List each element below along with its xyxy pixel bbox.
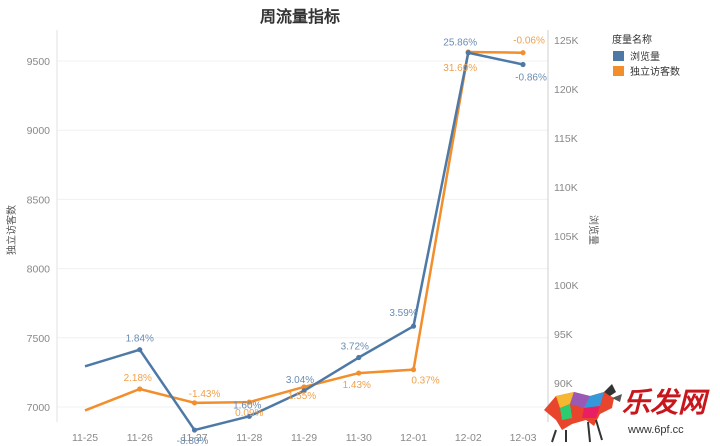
left-axis-ticks: 7000 7500 8000 8500 9000 9500 <box>27 56 51 414</box>
y-left-tick-label: 7500 <box>27 333 51 345</box>
x-tick-label: 11-30 <box>346 432 372 444</box>
watermark-url: www.6pf.cc <box>627 424 684 436</box>
y-left-tick-label: 8500 <box>27 194 51 206</box>
right-axis-title: 浏览量 <box>587 215 600 245</box>
legend-swatch-visitors <box>613 66 624 76</box>
data-point <box>301 388 307 394</box>
data-point <box>465 50 471 56</box>
data-label: 3.59% <box>389 308 417 319</box>
y-right-tick-label: 125K <box>554 35 579 47</box>
x-tick-label: 11-29 <box>291 432 317 444</box>
data-point <box>137 386 143 392</box>
chart-title: 周流量指标 <box>260 7 340 26</box>
data-point <box>191 400 198 406</box>
data-label: 3.72% <box>341 342 369 353</box>
data-point <box>410 367 417 373</box>
data-label: 1.55% <box>288 391 316 402</box>
gridlines <box>57 60 548 408</box>
data-point <box>301 384 307 390</box>
data-label: 1.84% <box>126 334 154 345</box>
watermark: 乐发网 www.6pf.cc <box>544 384 710 443</box>
data-label: -0.86% <box>515 73 547 84</box>
data-label: 2.18% <box>124 373 152 384</box>
data-point <box>520 61 526 68</box>
data-point <box>246 413 252 419</box>
x-tick-label: 11-26 <box>127 432 153 444</box>
y-left-tick-label: 8000 <box>27 264 51 276</box>
data-labels: 2.18% -1.43% 0.09% 1.55% 1.43% 0.37% 31.60% -0.… <box>124 36 547 446</box>
y-right-tick-label: 105K <box>554 231 579 243</box>
data-point <box>410 323 417 329</box>
x-tick-label: 12-01 <box>400 432 427 444</box>
x-tick-label: 11-28 <box>236 432 262 444</box>
data-point <box>356 354 362 361</box>
data-point <box>137 347 143 353</box>
data-label: -0.06% <box>513 36 545 47</box>
data-label: 3.04% <box>286 375 314 386</box>
data-point <box>246 399 252 405</box>
legend-swatch-pageviews <box>613 51 624 61</box>
legend-item-visitors: 独立访客数 <box>630 65 680 78</box>
data-label: 0.09% <box>235 408 263 419</box>
watermark-brand: 乐发网 <box>622 386 710 419</box>
bull-logo-icon <box>544 384 622 443</box>
data-point <box>191 427 198 433</box>
series-layer <box>84 49 526 433</box>
y-right-tick-label: 115K <box>554 133 578 145</box>
y-right-tick-label: 95K <box>554 329 573 341</box>
legend-item-pageviews: 浏览量 <box>630 50 660 63</box>
y-right-tick-label: 90K <box>554 378 573 390</box>
data-point <box>520 50 526 56</box>
right-axis-ticks: 90K 95K 100K 105K 110K 115K 120K 125K <box>554 35 579 390</box>
legend: 度量名称 浏览量 独立访客数 <box>612 33 680 78</box>
y-right-tick-label: 120K <box>554 84 579 96</box>
y-left-tick-label: 9500 <box>27 56 51 68</box>
left-axis-title: 独立访客数 <box>5 205 18 255</box>
data-label: -1.43% <box>189 389 221 400</box>
data-label: 1.43% <box>343 380 371 391</box>
data-label: 1.60% <box>233 400 261 411</box>
data-label: -8.80% <box>177 436 209 446</box>
data-label: 31.60% <box>443 63 477 74</box>
x-tick-label: 11-25 <box>72 432 98 444</box>
y-left-tick-label: 9000 <box>27 125 51 137</box>
y-right-tick-label: 100K <box>554 280 579 292</box>
x-tick-label: 12-02 <box>455 432 482 444</box>
legend-title: 度量名称 <box>612 33 652 46</box>
x-axis-ticks: 11-25 11-26 11-27 11-28 11-29 11-30 12-01 12-02… <box>72 432 537 444</box>
y-right-tick-label: 110K <box>554 182 578 194</box>
data-point <box>356 370 362 376</box>
data-label: 0.37% <box>411 376 439 387</box>
x-tick-label: 12-03 <box>510 432 537 444</box>
x-tick-label: 11-27 <box>181 432 207 444</box>
data-label: 25.86% <box>443 38 477 49</box>
y-left-tick-label: 7000 <box>27 402 51 414</box>
